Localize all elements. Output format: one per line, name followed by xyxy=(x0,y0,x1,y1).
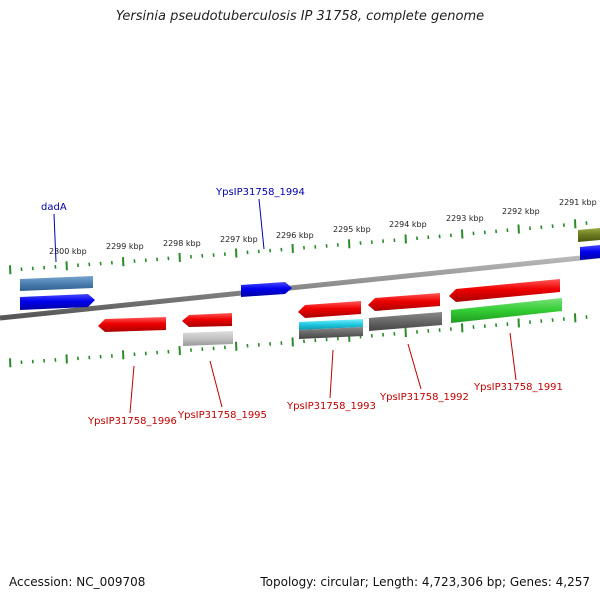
leader-line-YpsIP31758_1994 xyxy=(258,198,265,250)
scale-label-2296kbp: 2296 kbp xyxy=(276,231,314,240)
leader-line-YpsIP31758_1991 xyxy=(509,332,517,381)
gene-forward-blue-2[interactable] xyxy=(580,245,600,260)
scale-label-2295kbp: 2295 kbp xyxy=(333,225,371,234)
leader-line-YpsIP31758_1996 xyxy=(129,365,135,414)
scale-label-2297kbp: 2297 kbp xyxy=(220,235,258,244)
gene-reverse-lightgray[interactable] xyxy=(183,331,233,346)
gene-label-YpsIP31758_1993[interactable]: YpsIP31758_1993 xyxy=(286,401,376,412)
gene-reverse-darkgray[interactable] xyxy=(369,312,442,331)
gene-dadA-box[interactable] xyxy=(20,276,93,291)
scale-label-2299kbp: 2299 kbp xyxy=(106,242,144,251)
scale-label-2300kbp: 2300 kbp xyxy=(49,247,87,256)
scale-label-2291kbp: 2291 kbp xyxy=(559,198,597,207)
scale-label-2294kbp: 2294 kbp xyxy=(389,220,427,229)
gene-YpsIP31758_1992-box[interactable] xyxy=(368,293,440,311)
gene-YpsIP31758_1994-box[interactable] xyxy=(241,282,292,297)
gene-label-YpsIP31758_1996[interactable]: YpsIP31758_1996 xyxy=(87,416,177,427)
gene-label-YpsIP31758_1991[interactable]: YpsIP31758_1991 xyxy=(473,382,563,393)
map-title: Yersinia pseudotuberculosis IP 31758, co… xyxy=(115,9,485,24)
leader-line-YpsIP31758_1992 xyxy=(407,343,422,390)
gene-label-YpsIP31758_1992[interactable]: YpsIP31758_1992 xyxy=(379,392,469,403)
scale-label-2292kbp: 2292 kbp xyxy=(502,207,540,216)
gene-forward-olive[interactable] xyxy=(578,228,600,242)
footer-accession: Accession: NC_009708 xyxy=(9,575,146,589)
leader-line-YpsIP31758_1995 xyxy=(209,360,223,408)
gene-reverse-gray-stripe[interactable] xyxy=(299,327,363,339)
gene-YpsIP31758_1996-box[interactable] xyxy=(98,317,166,332)
outer-scale-ticks xyxy=(9,219,588,275)
gene-label-dadA[interactable]: dadA xyxy=(41,202,67,213)
scale-label-2293kbp: 2293 kbp xyxy=(446,214,484,223)
footer-stats: Topology: circular; Length: 4,723,306 bp… xyxy=(260,575,590,589)
gene-YpsIP31758_1995-box[interactable] xyxy=(182,313,232,327)
inner-scale-ticks xyxy=(9,313,588,368)
scale-label-2298kbp: 2298 kbp xyxy=(163,239,201,248)
gene-reverse-green[interactable] xyxy=(451,298,562,323)
leader-line-YpsIP31758_1993 xyxy=(329,349,334,399)
gene-YpsIP31758_1991-box[interactable] xyxy=(449,279,560,302)
gene-forward-blue-1[interactable] xyxy=(20,294,95,310)
gene-reverse-cyan[interactable] xyxy=(299,319,363,330)
genome-backbone xyxy=(0,253,600,321)
leader-line-dadA xyxy=(53,213,57,263)
gene-label-YpsIP31758_1994[interactable]: YpsIP31758_1994 xyxy=(215,187,305,198)
gene-label-YpsIP31758_1995[interactable]: YpsIP31758_1995 xyxy=(177,410,267,421)
gene-YpsIP31758_1993-box[interactable] xyxy=(298,301,361,318)
